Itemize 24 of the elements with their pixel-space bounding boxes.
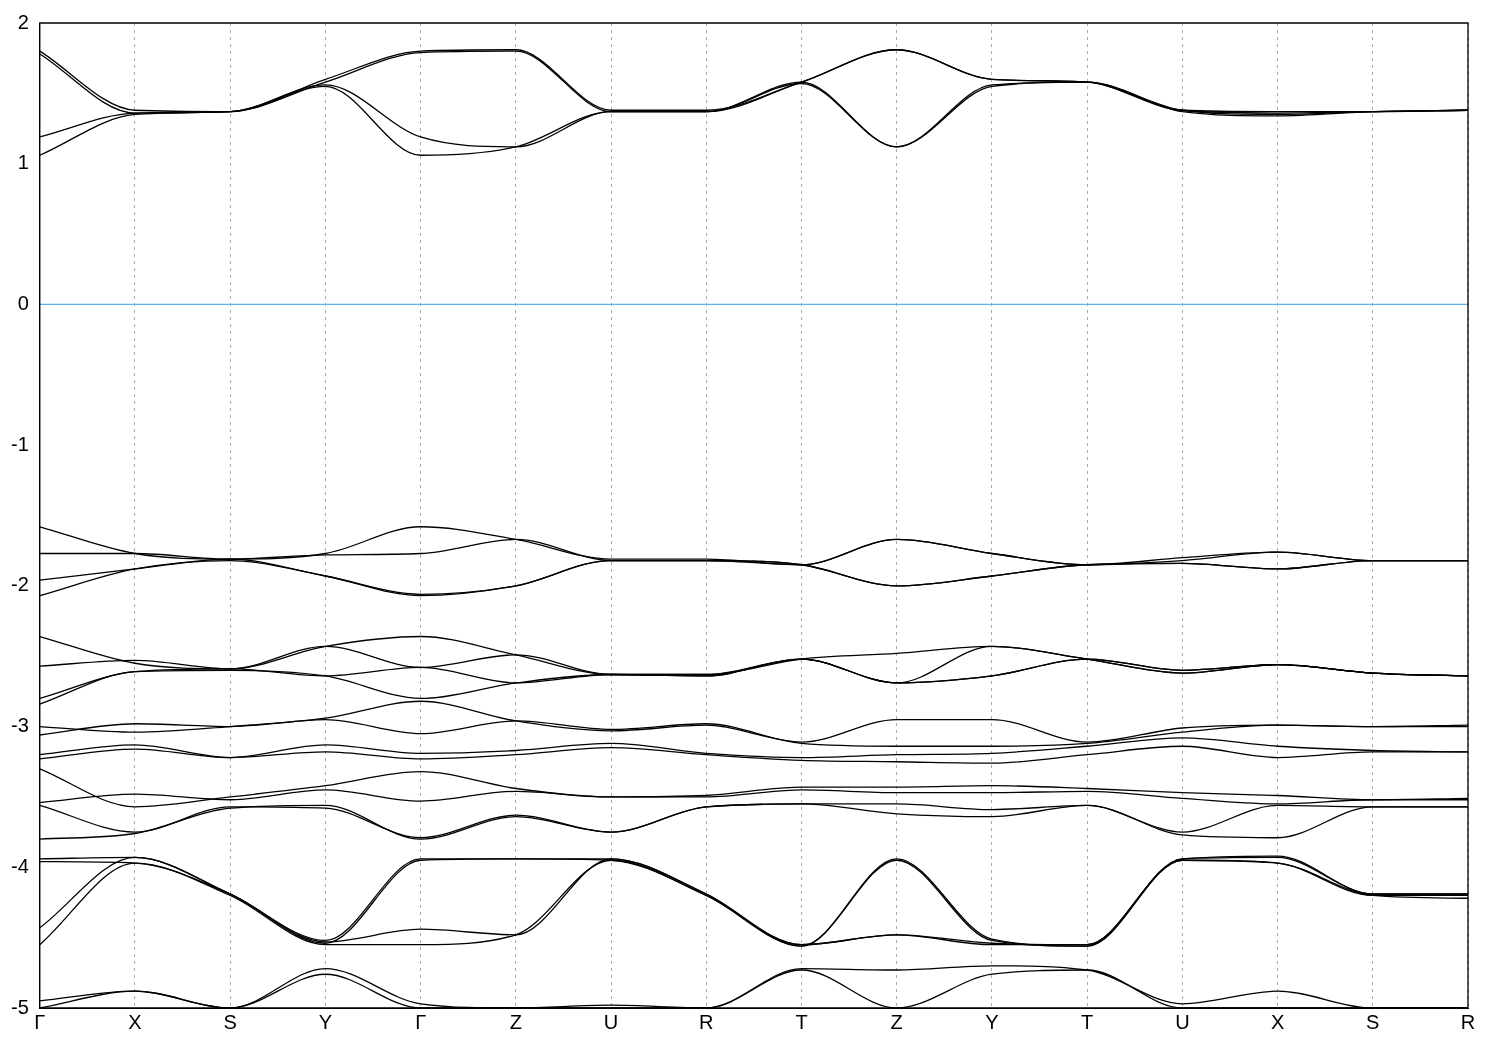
x-tick-label: Y xyxy=(985,1010,999,1033)
x-tick-label: T xyxy=(1081,1010,1094,1033)
x-tick-label: S xyxy=(1366,1010,1380,1033)
x-tick-label: Γ xyxy=(34,1010,46,1033)
x-tick-label: R xyxy=(1460,1010,1476,1033)
x-tick-label: T xyxy=(795,1010,808,1033)
y-tick-label: -4 xyxy=(10,854,29,877)
x-tick-label: Z xyxy=(509,1010,522,1033)
y-tick-label: 2 xyxy=(17,10,29,33)
x-tick-label: Γ xyxy=(415,1010,427,1033)
x-tick-label: S xyxy=(223,1010,237,1033)
y-tick-label: -5 xyxy=(10,995,29,1018)
x-tick-label: U xyxy=(1175,1010,1190,1033)
x-tick-label: U xyxy=(603,1010,619,1033)
x-tick-label: X xyxy=(1270,1010,1285,1033)
y-tick-label: -2 xyxy=(10,573,29,596)
x-tick-label: Z xyxy=(890,1010,903,1033)
y-tick-label: -3 xyxy=(10,714,29,737)
y-tick-label: 0 xyxy=(17,291,29,314)
y-tick-label: 1 xyxy=(17,151,29,174)
x-tick-label: X xyxy=(128,1010,142,1033)
y-tick-label: -1 xyxy=(10,432,29,455)
x-tick-label: Y xyxy=(318,1010,333,1033)
x-tick-label: R xyxy=(699,1010,714,1033)
